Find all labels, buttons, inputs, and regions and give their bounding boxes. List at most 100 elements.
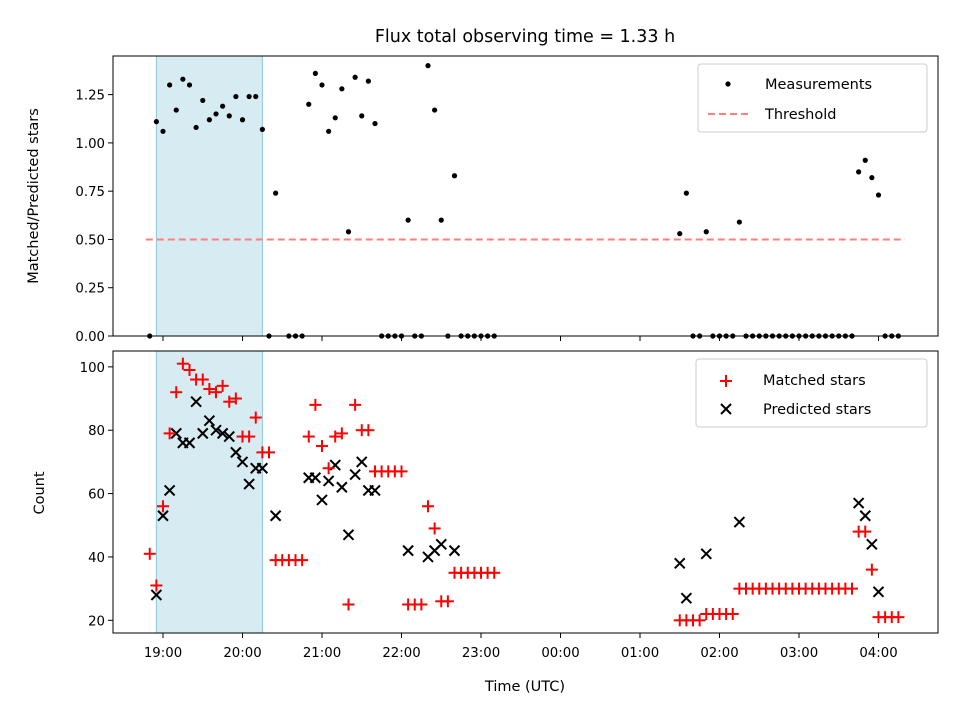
measurement-point bbox=[339, 86, 345, 92]
matched-star-point bbox=[170, 386, 183, 399]
matched-star-point bbox=[322, 462, 335, 475]
measurement-point bbox=[677, 231, 683, 237]
legend-matched-marker bbox=[720, 375, 732, 387]
predicted-star-point bbox=[866, 538, 878, 550]
xtick-label: 03:00 bbox=[780, 646, 818, 661]
predicted-star-point bbox=[210, 424, 222, 436]
matched-star-point bbox=[163, 427, 176, 440]
predicted-star-point bbox=[852, 497, 865, 509]
top-axes-frame bbox=[112, 55, 939, 337]
predicted-star-point bbox=[150, 589, 163, 601]
matched-star-point bbox=[428, 522, 441, 535]
measurement-point bbox=[200, 97, 206, 104]
matched-star-point bbox=[726, 607, 739, 620]
matched-star-point bbox=[143, 547, 156, 560]
matched-star-point bbox=[309, 398, 322, 411]
matched-star-point bbox=[892, 611, 905, 624]
top-ytick-label: 1.25 bbox=[75, 89, 105, 104]
predicted-star-point bbox=[256, 462, 269, 474]
predicted-star-point bbox=[316, 494, 328, 506]
predicted-star-point bbox=[349, 468, 361, 481]
measurement-point bbox=[365, 78, 371, 84]
legend-measurements-marker bbox=[725, 81, 731, 87]
predicted-star-point bbox=[674, 557, 686, 569]
measurement-point bbox=[869, 175, 875, 181]
measurement-point bbox=[213, 111, 219, 117]
measurement-point bbox=[438, 217, 444, 223]
xtick-label: 00:00 bbox=[541, 646, 579, 661]
bottom-ytick-label: 80 bbox=[88, 424, 105, 439]
xtick-label: 21:00 bbox=[303, 646, 341, 661]
bottom-axes-frame bbox=[112, 350, 939, 634]
matched-star-point bbox=[335, 427, 348, 440]
bottom-x-ticks: 19:00 20:00 21:00 22:00 23:00 00:00 01:00 02:00… bbox=[144, 633, 898, 661]
matched-star-point bbox=[157, 500, 169, 513]
matched-star-point bbox=[316, 440, 328, 453]
top-x-ticks bbox=[162, 336, 879, 341]
matched-star-point bbox=[422, 500, 434, 513]
matched-star-point bbox=[183, 364, 196, 377]
measurement-point bbox=[736, 219, 742, 225]
xtick-label: 20:00 bbox=[223, 646, 261, 661]
measurement-point bbox=[312, 70, 318, 76]
matched-star-point bbox=[441, 595, 454, 608]
measurement-point bbox=[319, 82, 325, 88]
predicted-star-point bbox=[733, 516, 746, 528]
measurement-point bbox=[233, 93, 239, 100]
matched-star-point bbox=[488, 566, 501, 579]
measurement-point bbox=[220, 103, 226, 109]
predicted-star-point bbox=[183, 437, 196, 449]
matched-star-point bbox=[296, 554, 309, 567]
predicted-star-point bbox=[356, 456, 368, 468]
matched-star-point bbox=[865, 563, 878, 576]
measurement-point bbox=[167, 82, 173, 88]
predicted-star-point bbox=[236, 456, 249, 468]
top-ytick-label: 0.75 bbox=[75, 185, 105, 200]
top-ytick-label: 1.00 bbox=[75, 137, 105, 152]
bottom-y-ticks: 20 40 60 80 100 bbox=[80, 361, 113, 629]
bottom-ytick-label: 40 bbox=[88, 551, 105, 566]
predicted-star-point bbox=[243, 478, 255, 490]
legend-measurements-label: Measurements bbox=[765, 77, 872, 93]
measurement-point bbox=[425, 63, 431, 69]
matched-star-point bbox=[249, 411, 262, 424]
matched-star-point bbox=[362, 424, 375, 437]
top-y-axis-label: Matched/Predicted stars bbox=[26, 108, 42, 284]
predicted-star-point bbox=[435, 538, 447, 550]
measurement-point bbox=[451, 173, 458, 179]
predicted-star-point bbox=[203, 415, 216, 427]
matched-star-point bbox=[243, 430, 256, 443]
matched-star-point bbox=[329, 430, 342, 443]
measurement-point bbox=[193, 124, 199, 131]
measurement-point bbox=[862, 157, 868, 163]
predicted-star-point bbox=[369, 484, 381, 497]
measurement-point bbox=[372, 120, 378, 127]
measurement-point bbox=[332, 115, 338, 121]
predicted-star-point bbox=[309, 472, 322, 484]
predicted-star-point bbox=[163, 484, 176, 497]
predicted-star-point bbox=[448, 544, 461, 557]
matched-star-point bbox=[415, 598, 428, 611]
predicted-star-point bbox=[157, 510, 169, 522]
matched-star-point bbox=[263, 446, 275, 459]
matched-star-point bbox=[342, 598, 355, 611]
matched-star-point bbox=[349, 398, 362, 411]
measurement-point bbox=[186, 82, 193, 88]
predicted-star-point bbox=[197, 427, 209, 440]
measurement-point bbox=[352, 74, 358, 80]
measurement-point bbox=[239, 117, 246, 123]
legend-threshold-label: Threshold bbox=[764, 107, 836, 123]
bottom-shaded-region bbox=[155, 350, 263, 634]
measurement-point bbox=[246, 93, 252, 100]
x-axis-label: Time (UTC) bbox=[484, 679, 565, 695]
predicted-star-point bbox=[336, 481, 348, 493]
top-ytick-label: 0.25 bbox=[75, 282, 105, 297]
measurement-point bbox=[259, 126, 265, 132]
measurement-point bbox=[273, 190, 279, 196]
matched-star-point bbox=[176, 357, 189, 370]
xtick-label: 01:00 bbox=[621, 646, 659, 661]
predicted-star-point bbox=[402, 544, 414, 557]
shaded-band bbox=[155, 55, 263, 337]
measurement-point bbox=[153, 119, 159, 125]
measurement-point bbox=[345, 229, 352, 235]
